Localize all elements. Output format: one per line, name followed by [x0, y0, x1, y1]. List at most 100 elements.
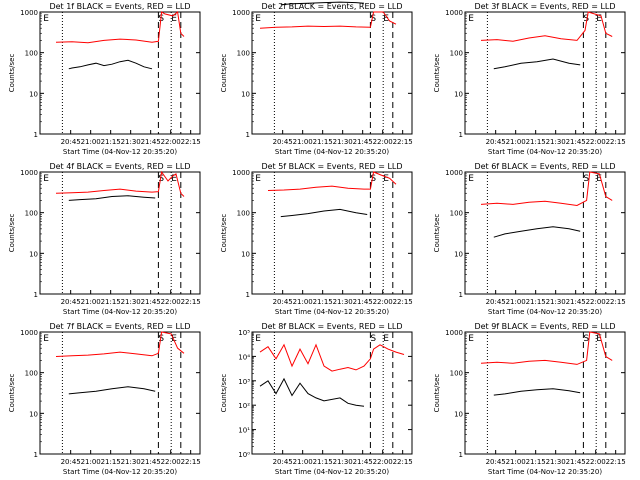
plot-panel-1: Det 1f BLACK = Events, RED = LLD Start Ti…	[8, 2, 201, 156]
x-tick-label: 22:00	[161, 298, 181, 306]
y-tick-label: 10	[29, 250, 38, 258]
x-tick-label: 21:45	[141, 458, 161, 466]
plot-panel-4: Det 4f BLACK = Events, RED = LLD Start Ti…	[8, 162, 201, 316]
x-tick-label: 21:30	[121, 458, 141, 466]
x-tick-label: 21:45	[566, 138, 586, 146]
x-tick-label: 21:45	[141, 138, 161, 146]
x-tick-label: 22:15	[181, 298, 201, 306]
plot-panel-2: Det 2f BLACK = Events, RED = LLD Start Ti…	[220, 1, 413, 156]
x-tick-label: 22:00	[586, 458, 606, 466]
x-tick-label: 21:15	[101, 298, 121, 306]
x-tick-label: 20:45	[61, 458, 81, 466]
event-marker-label: E	[383, 174, 389, 184]
plot-panel-6: Det 6f BLACK = Events, RED = LLD Start Ti…	[433, 162, 626, 316]
x-tick-label: 21:30	[121, 138, 141, 146]
y-tick-label: 1000	[20, 329, 38, 337]
x-axis-label: Start Time (04-Nov-12 20:35:20)	[275, 308, 389, 316]
event-marker-label: E	[255, 174, 261, 184]
y-tick-label: 1000	[445, 169, 463, 177]
event-marker-label: E	[255, 14, 261, 24]
x-tick-label: 21:15	[526, 458, 546, 466]
x-tick-label: 21:30	[333, 138, 353, 146]
lld-series-line	[480, 171, 613, 207]
plot-frame	[39, 11, 201, 135]
y-tick-label: 10	[454, 250, 463, 258]
y-tick-label: 100	[25, 370, 38, 378]
x-tick-label: 21:15	[101, 138, 121, 146]
x-tick-label: 21:45	[141, 298, 161, 306]
events-series-line	[493, 226, 581, 238]
x-axis-label: Start Time (04-Nov-12 20:35:20)	[63, 308, 177, 316]
events-series-line	[493, 388, 581, 396]
y-tick-label: 10	[454, 410, 463, 418]
y-axis-label: Counts/sec	[220, 374, 228, 413]
plot-frame	[39, 171, 201, 295]
y-tick-label: 100	[237, 210, 250, 218]
x-tick-label: 22:15	[393, 138, 413, 146]
event-marker-label: E	[43, 334, 49, 344]
y-tick-label: 100	[25, 210, 38, 218]
plot-frame	[464, 331, 626, 455]
plot-frame	[464, 11, 626, 135]
plot-title: Det 8f BLACK = Events, RED = LLD	[261, 322, 402, 331]
event-marker-label: S	[583, 334, 589, 344]
x-tick-label: 21:30	[333, 458, 353, 466]
y-tick-label: 10	[29, 410, 38, 418]
x-tick-label: 21:30	[546, 138, 566, 146]
y-tick-label: 10	[241, 90, 250, 98]
lld-series-line	[480, 331, 613, 365]
x-tick-label: 21:15	[313, 458, 333, 466]
y-axis-label: Counts/sec	[433, 54, 441, 93]
y-tick-label: 10³	[238, 378, 250, 386]
x-tick-label: 22:15	[393, 458, 413, 466]
plot-panel-7: Det 7f BLACK = Events, RED = LLD Start Ti…	[8, 322, 201, 476]
plot-title: Det 3f BLACK = Events, RED = LLD	[474, 2, 615, 11]
plot-panel-8: Det 8f BLACK = Events, RED = LLD Start Ti…	[220, 322, 413, 476]
x-axis-label: Start Time (04-Nov-12 20:35:20)	[488, 308, 602, 316]
y-axis-label: Counts/sec	[8, 374, 16, 413]
y-tick-label: 100	[237, 50, 250, 58]
event-marker-label: E	[596, 14, 602, 24]
x-tick-label: 21:00	[81, 138, 101, 146]
y-tick-label: 1	[34, 451, 38, 459]
plot-title: Det 6f BLACK = Events, RED = LLD	[474, 162, 615, 171]
event-marker-label: S	[370, 334, 376, 344]
y-tick-label: 1	[34, 131, 38, 139]
x-tick-label: 21:15	[313, 298, 333, 306]
x-tick-label: 21:00	[506, 298, 526, 306]
x-tick-label: 22:00	[586, 298, 606, 306]
event-marker-label: E	[255, 334, 261, 344]
event-marker-label: S	[583, 14, 589, 24]
y-tick-label: 100	[450, 370, 463, 378]
lld-series-line	[480, 11, 613, 42]
y-tick-label: 1000	[20, 9, 38, 17]
plot-title: Det 1f BLACK = Events, RED = LLD	[49, 2, 190, 11]
x-tick-label: 21:45	[353, 138, 373, 146]
plot-title: Det 7f BLACK = Events, RED = LLD	[49, 322, 190, 331]
x-tick-label: 21:00	[81, 458, 101, 466]
y-axis-label: Counts/sec	[220, 214, 228, 253]
x-tick-label: 20:45	[486, 138, 506, 146]
y-tick-label: 1000	[232, 9, 250, 17]
plot-title: Det 4f BLACK = Events, RED = LLD	[49, 162, 190, 171]
x-tick-label: 22:15	[606, 138, 626, 146]
plot-title: Det 2f BLACK = Events, RED = LLD	[261, 2, 402, 11]
events-series-line	[68, 386, 156, 395]
x-tick-label: 21:45	[566, 458, 586, 466]
x-tick-label: 22:00	[373, 138, 393, 146]
x-tick-label: 22:00	[373, 298, 393, 306]
plot-frame	[251, 171, 413, 295]
x-tick-label: 22:15	[393, 298, 413, 306]
events-series-line	[259, 377, 365, 407]
x-tick-label: 21:30	[121, 298, 141, 306]
y-tick-label: 1000	[20, 169, 38, 177]
events-series-line	[68, 195, 156, 201]
x-tick-label: 21:00	[81, 298, 101, 306]
event-marker-label: E	[468, 334, 474, 344]
x-axis-label: Start Time (04-Nov-12 20:35:20)	[63, 468, 177, 476]
y-tick-label: 1	[246, 131, 250, 139]
x-tick-label: 20:45	[61, 138, 81, 146]
y-tick-label: 100	[450, 50, 463, 58]
event-marker-label: E	[468, 14, 474, 24]
x-tick-label: 20:45	[486, 298, 506, 306]
